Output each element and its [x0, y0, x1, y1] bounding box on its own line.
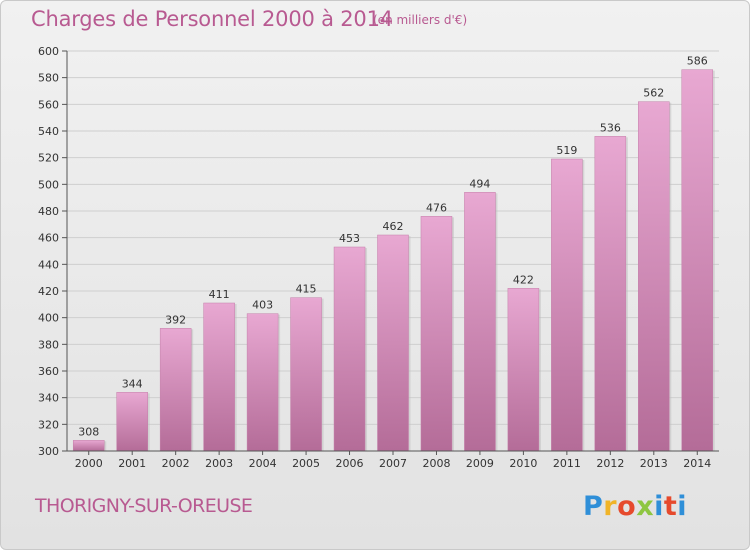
- x-tick-label: 2010: [509, 457, 537, 470]
- bar-2011: [551, 158, 583, 452]
- x-tick-label: 2003: [205, 457, 233, 470]
- bars: [72, 69, 715, 452]
- y-tick-label: 460: [38, 232, 59, 245]
- y-tick-label: 540: [38, 125, 59, 138]
- bar-2009: [464, 192, 496, 452]
- value-label: 519: [556, 144, 577, 157]
- bar-2005: [290, 297, 322, 452]
- y-tick-label: 360: [38, 365, 59, 378]
- proxiti-logo: Proxiti: [583, 491, 688, 522]
- value-label: 476: [426, 201, 447, 214]
- x-tick-label: 2008: [422, 457, 450, 470]
- bar-2004: [246, 313, 279, 452]
- x-tick-label: 2006: [336, 457, 364, 470]
- axes: [62, 50, 719, 455]
- x-tick-label: 2005: [292, 457, 320, 470]
- value-label: 411: [209, 288, 230, 301]
- x-tick-label: 2012: [596, 457, 624, 470]
- x-tick-label: 2000: [75, 457, 103, 470]
- value-label: 422: [513, 273, 534, 286]
- y-tick-label: 480: [38, 205, 59, 218]
- value-label: 344: [122, 377, 143, 390]
- y-tick-label: 560: [38, 98, 59, 111]
- y-tick-label: 500: [38, 178, 59, 191]
- bar-2002: [159, 328, 192, 452]
- value-label: 403: [252, 299, 273, 312]
- y-tick-label: 380: [38, 338, 59, 351]
- bar-2003: [203, 302, 235, 452]
- bar-2000: [72, 440, 105, 452]
- y-tick-label: 400: [38, 312, 59, 325]
- x-tick-label: 2009: [466, 457, 494, 470]
- chart-subtitle: (en milliers d'€): [373, 13, 468, 27]
- value-label: 462: [383, 220, 404, 233]
- y-tick-label: 600: [38, 45, 59, 58]
- x-tick-label: 2002: [162, 457, 190, 470]
- bar-2001: [116, 392, 148, 452]
- labels: 300 320 340 360 380 400 420 440 460 480 500 520 540 5…: [38, 45, 711, 470]
- value-label: 586: [687, 55, 708, 68]
- bar-2007: [377, 234, 409, 452]
- y-tick-label: 580: [38, 72, 59, 85]
- y-tick-label: 320: [38, 418, 59, 431]
- bar-2006: [333, 246, 366, 452]
- y-tick-label: 520: [38, 152, 59, 165]
- bar-2012: [594, 136, 627, 452]
- bar-2010: [507, 288, 540, 452]
- bar-2014: [681, 69, 714, 452]
- value-label: 562: [643, 87, 664, 100]
- chart-title: Charges de Personnel 2000 à 2014: [31, 7, 393, 31]
- town-name: THORIGNY-SUR-OREUSE: [35, 495, 253, 517]
- value-label: 415: [296, 283, 317, 296]
- value-label: 392: [165, 313, 186, 326]
- value-label: 453: [339, 232, 360, 245]
- x-tick-label: 2004: [249, 457, 277, 470]
- value-label: 536: [600, 121, 621, 134]
- value-label: 308: [78, 425, 99, 438]
- x-tick-label: 2013: [640, 457, 668, 470]
- x-tick-label: 2007: [379, 457, 407, 470]
- x-tick-label: 2014: [683, 457, 711, 470]
- y-tick-label: 300: [38, 445, 59, 458]
- bar-2008: [420, 216, 453, 452]
- value-label: 494: [469, 177, 490, 190]
- x-tick-label: 2001: [118, 457, 146, 470]
- x-tick-label: 2011: [553, 457, 581, 470]
- y-tick-label: 440: [38, 258, 59, 271]
- bar-2013: [638, 101, 670, 452]
- y-tick-label: 340: [38, 392, 59, 405]
- y-tick-label: 420: [38, 285, 59, 298]
